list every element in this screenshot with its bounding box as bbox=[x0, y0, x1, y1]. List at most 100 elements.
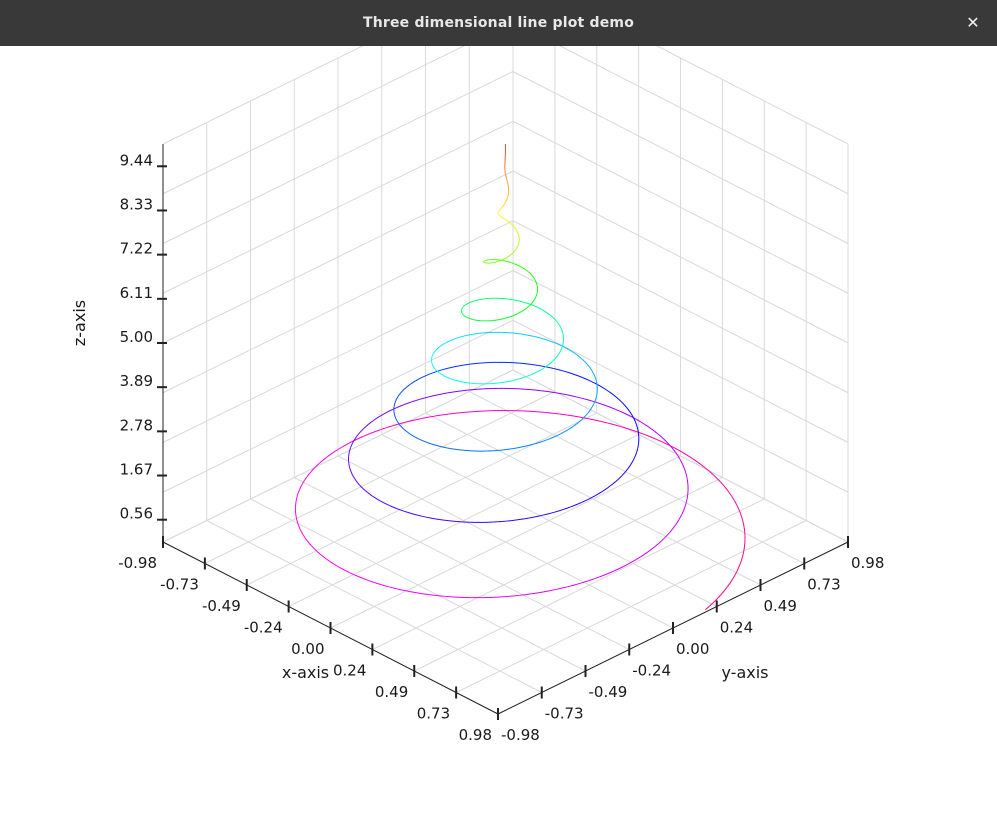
spiral-segment bbox=[557, 393, 562, 394]
spiral-segment bbox=[551, 437, 554, 438]
spiral-segment bbox=[370, 431, 375, 433]
spiral-segment bbox=[574, 353, 576, 354]
spiral-segment bbox=[455, 413, 462, 414]
spiral-segment bbox=[601, 421, 608, 423]
spiral-segment bbox=[737, 568, 739, 572]
spiral-segment bbox=[434, 395, 439, 396]
spiral-segment bbox=[533, 301, 534, 302]
spiral-segment bbox=[418, 378, 420, 379]
spiral-segment bbox=[431, 518, 435, 519]
spiral-segment bbox=[526, 594, 532, 595]
window-title: Three dimensional line plot demo bbox=[0, 0, 997, 46]
spiral-segment bbox=[448, 341, 450, 342]
spiral-segment bbox=[555, 319, 556, 320]
spiral-segment bbox=[555, 588, 561, 589]
spiral-segment bbox=[636, 422, 637, 424]
spiral-segment bbox=[536, 337, 539, 338]
spiral-segment bbox=[441, 369, 444, 370]
spiral-segment bbox=[403, 389, 404, 390]
spiral-segment bbox=[304, 477, 306, 480]
spiral-segment bbox=[530, 273, 531, 274]
spiral-segment bbox=[601, 386, 604, 388]
spiral-segment bbox=[558, 354, 559, 355]
spiral-segment bbox=[546, 439, 549, 440]
spiral-segment bbox=[732, 576, 734, 580]
spiral-segment bbox=[620, 476, 622, 478]
spiral-segment bbox=[420, 377, 422, 378]
spiral-segment bbox=[686, 499, 687, 502]
spiral-segment bbox=[651, 437, 657, 439]
spiral-segment bbox=[519, 447, 522, 448]
spiral-segment bbox=[416, 418, 422, 419]
spiral-segment bbox=[685, 505, 686, 508]
spiral-segment bbox=[628, 409, 630, 411]
close-icon[interactable]: ✕ bbox=[963, 12, 983, 34]
spiral-segment bbox=[516, 519, 520, 520]
spiral-segment bbox=[384, 503, 387, 505]
spiral-segment bbox=[433, 372, 436, 373]
spiral-curve bbox=[295, 144, 745, 610]
spiral-segment bbox=[398, 395, 399, 396]
spiral-segment bbox=[420, 398, 424, 399]
spiral-segment bbox=[375, 430, 380, 432]
spiral-segment bbox=[441, 374, 442, 375]
spiral-segment bbox=[598, 385, 601, 387]
spiral-segment bbox=[415, 437, 417, 438]
spiral-segment bbox=[561, 349, 562, 350]
spiral-segment bbox=[645, 435, 651, 437]
spiral-segment bbox=[548, 364, 549, 365]
spiral-segment bbox=[732, 497, 734, 501]
spiral-segment bbox=[438, 370, 441, 371]
spiral-segment bbox=[524, 377, 526, 378]
spiral-segment bbox=[529, 375, 531, 376]
spiral-segment bbox=[615, 480, 617, 482]
spiral-segment bbox=[543, 368, 544, 369]
spiral-segment bbox=[584, 581, 589, 583]
spiral-segment bbox=[444, 368, 447, 369]
spiral-segment bbox=[413, 381, 415, 382]
spiral-segment bbox=[366, 424, 368, 426]
spiral-segment bbox=[547, 313, 548, 314]
spiral-segment bbox=[632, 559, 636, 561]
spiral-segment bbox=[411, 513, 415, 514]
spiral-segment bbox=[520, 312, 521, 313]
spiral-segment bbox=[361, 487, 363, 489]
spiral-segment bbox=[298, 489, 299, 492]
spiral-segment bbox=[734, 500, 736, 504]
spiral-segment bbox=[444, 376, 445, 377]
spiral-segment bbox=[680, 514, 682, 517]
spiral-segment bbox=[402, 427, 403, 428]
spiral-segment bbox=[457, 366, 460, 367]
spiral-segment bbox=[559, 353, 560, 354]
spiral-segment bbox=[459, 337, 461, 338]
y-tick-label: -0.24 bbox=[632, 662, 671, 680]
spiral-segment bbox=[622, 473, 624, 475]
spiral-segment bbox=[309, 472, 311, 475]
spiral-segment bbox=[535, 372, 537, 373]
spiral-segment bbox=[513, 448, 516, 449]
spiral-segment bbox=[687, 477, 688, 480]
spiral-segment bbox=[542, 514, 546, 515]
spiral-segment bbox=[534, 306, 535, 307]
spiral-segment bbox=[685, 471, 686, 474]
spiral-segment bbox=[518, 313, 519, 314]
spiral-segment bbox=[616, 409, 620, 411]
spiral-segment bbox=[727, 584, 730, 588]
spiral-segment bbox=[419, 515, 423, 516]
spiral-segment bbox=[542, 310, 543, 311]
spiral-segment bbox=[626, 407, 628, 409]
spiral-segment bbox=[400, 405, 404, 407]
spiral-segment bbox=[441, 345, 442, 346]
spiral-segment bbox=[440, 596, 446, 597]
spiral-segment bbox=[436, 445, 439, 446]
spiral-segment bbox=[738, 564, 740, 568]
spiral-segment bbox=[661, 436, 664, 439]
axis-labels: -0.98-0.73-0.49-0.240.000.240.490.730.98… bbox=[70, 151, 884, 744]
spiral-segment bbox=[396, 399, 397, 401]
spiral-segment bbox=[714, 475, 718, 478]
spiral-segment bbox=[534, 516, 538, 517]
spiral-segment bbox=[413, 436, 415, 437]
spiral-segment bbox=[595, 494, 598, 496]
spiral-segment bbox=[334, 564, 338, 566]
spiral-segment bbox=[405, 430, 407, 431]
